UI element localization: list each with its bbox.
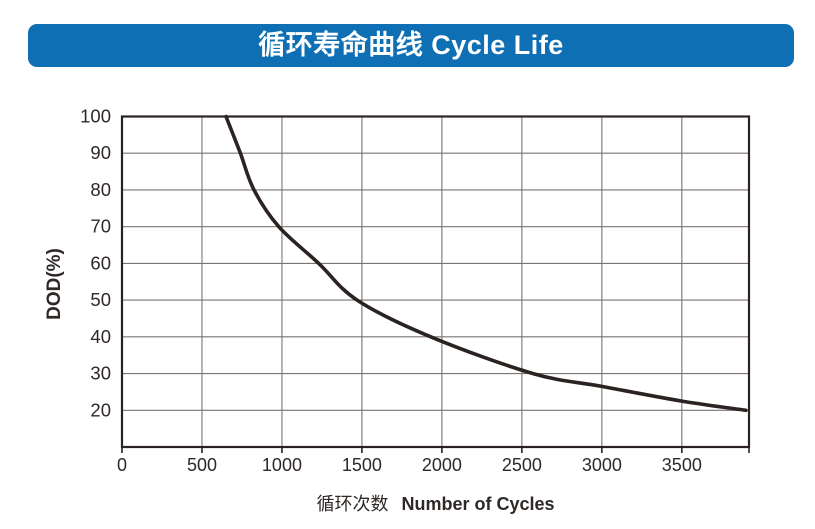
- y-tick-label: 70: [90, 216, 111, 237]
- x-tick-label: 0: [117, 455, 127, 475]
- x-tick-label: 1000: [262, 455, 302, 475]
- x-tick-label: 2500: [502, 455, 542, 475]
- y-tick-label: 50: [90, 289, 111, 310]
- x-axis-title-english: Number of Cycles: [401, 494, 555, 514]
- y-tick-label: 100: [80, 106, 111, 127]
- page-title: 循环寿命曲线 Cycle Life: [258, 30, 564, 60]
- x-tick-label: 3500: [662, 455, 702, 475]
- cycle-life-curve: [224, 114, 748, 413]
- x-axis-title-chinese: 循环次数: [316, 494, 389, 514]
- x-tick-label: 500: [187, 455, 217, 475]
- y-tick-label: 30: [90, 363, 111, 384]
- y-tick-label: 80: [90, 179, 111, 200]
- y-tick-label: 90: [90, 142, 111, 163]
- plot-border: [120, 115, 751, 449]
- x-tick-label: 2000: [422, 455, 462, 475]
- x-axis-title: 循环次数 Number of Cycles: [122, 490, 749, 516]
- y-axis-title: DOD(%): [44, 248, 65, 320]
- x-tick-label: 3000: [582, 455, 622, 475]
- y-tick-label: 40: [90, 326, 111, 347]
- y-tick-label: 20: [90, 399, 111, 420]
- x-tick-label: 1500: [342, 455, 382, 475]
- title-banner: 循环寿命曲线 Cycle Life: [28, 24, 794, 67]
- y-tick-label: 60: [90, 252, 111, 273]
